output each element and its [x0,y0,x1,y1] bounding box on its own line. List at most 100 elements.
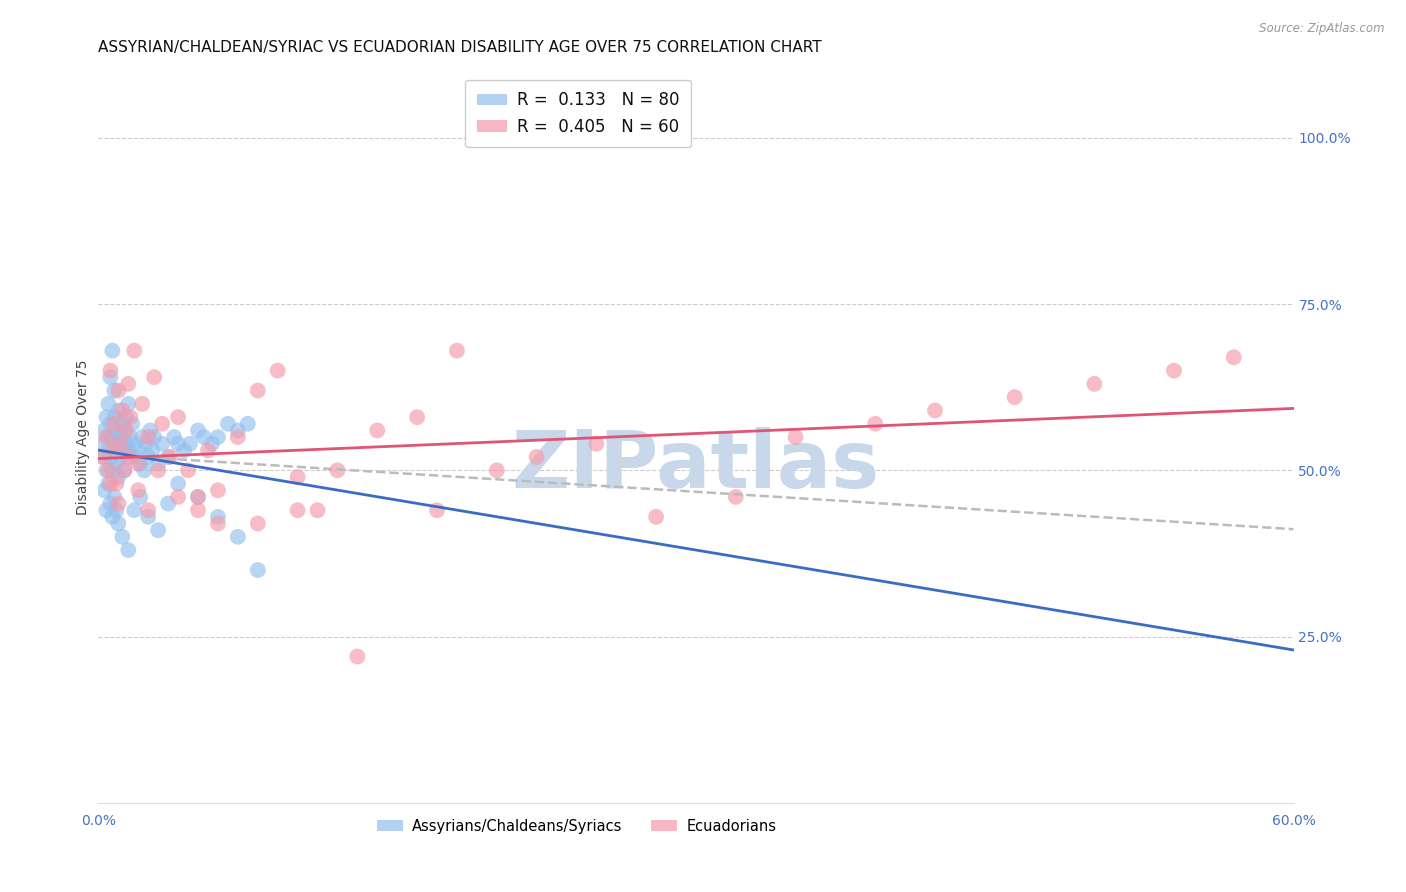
Point [131,397,153,411]
Point [406,410,429,425]
Point [157,450,180,464]
Point [326,463,349,477]
Point [226,530,249,544]
Point [103,443,125,458]
Point [136,450,159,464]
Point [187,503,209,517]
Point [115,410,138,425]
Text: Source: ZipAtlas.com: Source: ZipAtlas.com [1260,22,1385,36]
Point [98,370,122,384]
Point [148,463,170,477]
Point [98,450,122,464]
Point [103,384,125,398]
Point [207,483,229,498]
Point [366,424,388,438]
Point [226,430,249,444]
Point [117,450,139,464]
Point [485,463,508,477]
Point [645,509,668,524]
Point [97,397,120,411]
Point [115,424,138,438]
Point [107,470,129,484]
Point [207,430,229,444]
Point [98,417,122,431]
Point [97,443,120,458]
Point [103,410,125,425]
Point [117,397,139,411]
Point [101,430,124,444]
Point [167,490,190,504]
Point [111,403,134,417]
Point [121,417,143,431]
Text: ASSYRIAN/CHALDEAN/SYRIAC VS ECUADORIAN DISABILITY AGE OVER 75 CORRELATION CHART: ASSYRIAN/CHALDEAN/SYRIAC VS ECUADORIAN D… [98,40,823,55]
Point [159,450,181,464]
Point [177,463,200,477]
Point [101,463,124,477]
Point [96,463,118,477]
Point [1163,363,1185,377]
Point [127,443,149,458]
Point [93,483,115,498]
Point [98,363,122,377]
Point [93,424,115,438]
Point [136,509,159,524]
Point [139,424,162,438]
Point [103,417,125,431]
Point [98,497,122,511]
Point [110,430,132,444]
Point [117,376,139,391]
Point [124,503,146,517]
Point [111,530,134,544]
Point [97,463,120,477]
Point [112,424,135,438]
Point [115,436,138,450]
Point [105,457,128,471]
Legend: Assyrians/Chaldeans/Syriacs, Ecuadorians: Assyrians/Chaldeans/Syriacs, Ecuadorians [371,813,782,839]
Point [91,436,114,450]
Point [134,463,156,477]
Point [150,436,173,450]
Point [287,503,309,517]
Point [150,417,173,431]
Point [426,503,449,517]
Point [207,516,229,531]
Point [446,343,468,358]
Point [98,476,122,491]
Point [96,503,118,517]
Point [163,430,186,444]
Y-axis label: Disability Age Over 75: Disability Age Over 75 [76,359,90,515]
Point [201,436,224,450]
Point [124,343,146,358]
Point [107,384,129,398]
Text: ZIPatlas: ZIPatlas [512,427,880,506]
Point [107,497,129,511]
Point [157,497,180,511]
Point [97,430,120,444]
Point [246,516,269,531]
Point [307,503,329,517]
Point [724,490,747,504]
Point [187,490,209,504]
Point [135,436,157,450]
Point [129,457,152,471]
Point [105,476,128,491]
Point [91,450,114,464]
Point [96,430,118,444]
Point [120,430,142,444]
Point [1223,351,1246,365]
Point [193,430,215,444]
Point [124,436,146,450]
Point [101,443,124,458]
Point [526,450,548,464]
Point [110,450,132,464]
Point [117,443,139,458]
Point [127,483,149,498]
Point [287,470,309,484]
Point [585,436,607,450]
Point [136,430,159,444]
Point [117,543,139,558]
Point [97,476,120,491]
Point [217,417,239,431]
Point [101,509,124,524]
Point [120,450,142,464]
